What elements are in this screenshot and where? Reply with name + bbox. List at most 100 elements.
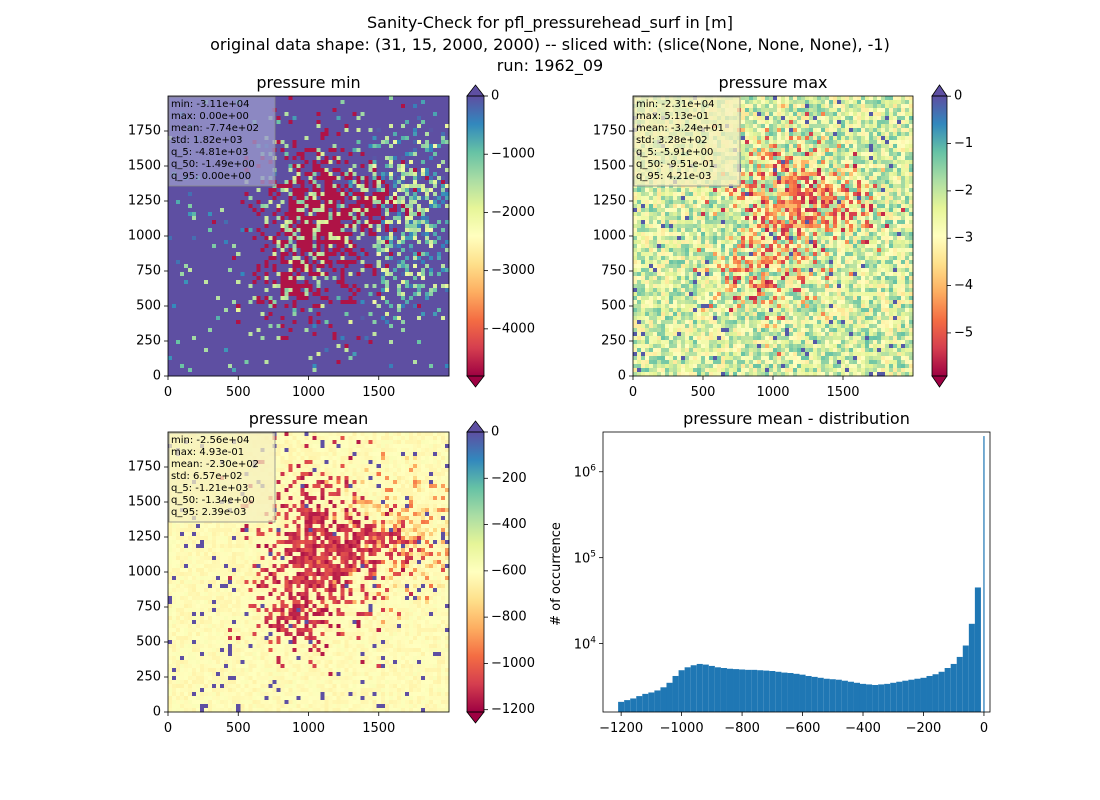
heatmap-cell (188, 332, 193, 337)
heatmap-cell (220, 232, 225, 237)
heatmap-cell (368, 120, 374, 125)
heatmap-cell (376, 304, 382, 309)
heatmap-cell (388, 244, 394, 249)
heatmap-cell (264, 264, 269, 269)
heatmap-cell (384, 308, 390, 313)
heatmap-cell (320, 260, 325, 265)
heatmap-cell (248, 340, 253, 345)
heatmap-cell (268, 252, 273, 257)
heatmap-cell (340, 136, 345, 141)
heatmap-cell (248, 264, 253, 269)
heatmap-cell (412, 372, 418, 377)
heatmap-cell (416, 288, 422, 293)
heatmap-cell (284, 248, 289, 253)
heatmap-cell (276, 220, 281, 225)
heatmap-cell (316, 116, 321, 121)
heatmap-cell (268, 268, 273, 273)
heatmap-cell (196, 212, 201, 217)
heatmap-cell (392, 172, 398, 177)
heatmap-cell (208, 340, 213, 345)
heatmap-cell (316, 316, 321, 321)
heatmap-cell (292, 152, 297, 157)
heatmap-cell (284, 132, 289, 137)
heatmap-cell (308, 244, 313, 249)
heatmap-cell (364, 96, 370, 101)
heatmap-cell (324, 140, 329, 145)
heatmap-cell (204, 332, 209, 337)
heatmap-cell (328, 220, 333, 225)
heatmap-cell (288, 348, 293, 353)
heatmap-cell (324, 276, 329, 281)
heatmap-cell (260, 232, 265, 237)
heatmap-cell (332, 144, 337, 149)
heatmap-cell (240, 232, 245, 237)
heatmap-cell (332, 356, 337, 361)
heatmap-cell (168, 296, 173, 301)
heatmap-cell (348, 188, 353, 193)
heatmap-cell (444, 188, 450, 193)
heatmap-cell (192, 344, 197, 349)
heatmap-cell (248, 208, 253, 213)
heatmap-cell (268, 228, 273, 233)
heatmap-cell (260, 204, 265, 209)
heatmap-cell (420, 240, 426, 245)
heatmap-cell (432, 272, 438, 277)
heatmap-cell (312, 316, 317, 321)
heatmap-cell (380, 116, 386, 121)
heatmap-cell (260, 308, 265, 313)
heatmap-cell (316, 352, 321, 357)
heatmap-cell (288, 336, 293, 341)
heatmap-cell (332, 284, 337, 289)
heatmap-cell (312, 348, 317, 353)
heatmap-cell (368, 320, 374, 325)
heatmap-cell (376, 136, 382, 141)
heatmap-cell (284, 308, 289, 313)
heatmap-cell (196, 352, 201, 357)
heatmap-cell (208, 372, 213, 377)
heatmap-cell (256, 368, 261, 373)
heatmap-cell (196, 252, 201, 257)
heatmap-cell (380, 288, 386, 293)
heatmap-cell (292, 112, 297, 117)
heatmap-cell (244, 264, 249, 269)
heatmap-cell (396, 104, 402, 109)
heatmap-cell (420, 164, 426, 169)
heatmap-cell (192, 228, 197, 233)
heatmap-cell (312, 324, 317, 329)
heatmap-cell (300, 196, 305, 201)
heatmap-cell (364, 128, 370, 133)
heatmap-cell (332, 312, 337, 317)
heatmap-cell (412, 332, 418, 337)
heatmap-cell (396, 120, 402, 125)
heatmap-cell (360, 264, 365, 269)
heatmap-cell (224, 324, 229, 329)
heatmap-cell (408, 184, 414, 189)
heatmap-cell (216, 312, 221, 317)
heatmap-cell (248, 232, 253, 237)
heatmap-cell (308, 184, 313, 189)
heatmap-cell (176, 276, 181, 281)
heatmap-cell (240, 228, 245, 233)
heatmap-cell (424, 104, 430, 109)
heatmap-cell (272, 224, 277, 229)
heatmap-cell (300, 292, 305, 297)
heatmap-cell (192, 252, 197, 257)
heatmap-cell (400, 280, 406, 285)
heatmap-cell (412, 136, 418, 141)
heatmap-cell (284, 216, 289, 221)
heatmap-cell (192, 348, 197, 353)
heatmap-cell (332, 272, 337, 277)
heatmap-cell (256, 372, 261, 377)
heatmap-cell (356, 204, 361, 209)
heatmap-cell (372, 212, 378, 217)
heatmap-cell (176, 188, 181, 193)
heatmap-cell (352, 116, 357, 121)
heatmap-cell (384, 96, 390, 101)
heatmap-cell (368, 248, 374, 253)
heatmap-cell (216, 372, 221, 377)
heatmap-cell (292, 172, 297, 177)
heatmap-cell (192, 232, 197, 237)
heatmap-cell (384, 248, 390, 253)
heatmap-cell (372, 208, 378, 213)
heatmap-cell (328, 208, 333, 213)
